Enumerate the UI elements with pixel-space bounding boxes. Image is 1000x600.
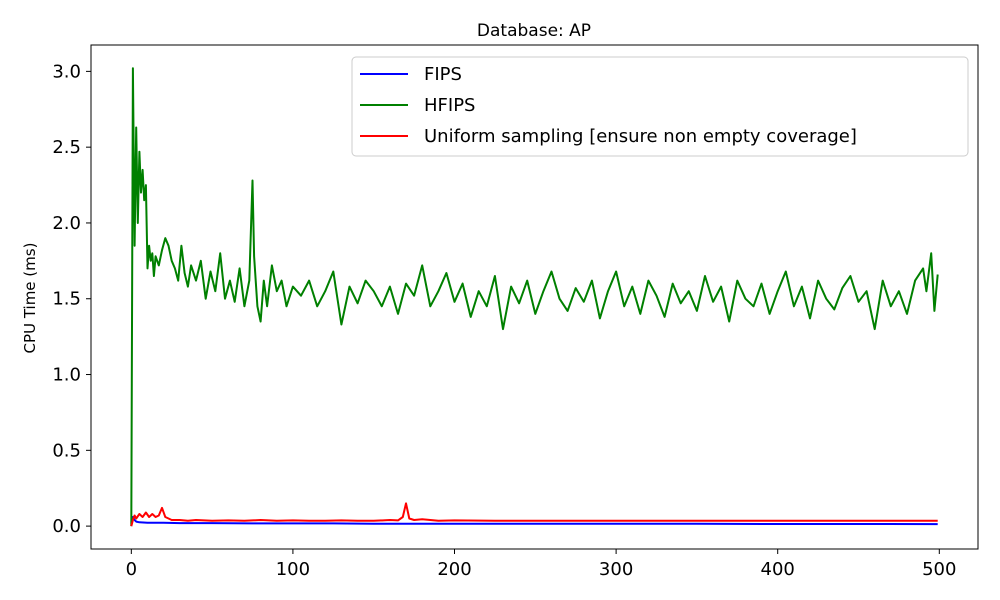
x-tick-label: 200 [437, 559, 471, 580]
y-tick-label: 1.0 [52, 365, 81, 386]
series-line-3 [130, 502, 938, 527]
y-tick-label: 2.5 [52, 137, 81, 158]
x-tick-label: 400 [761, 559, 795, 580]
y-tick-label: 0.0 [52, 516, 81, 537]
x-axis: 0 100 200 300 400 500 [126, 549, 956, 580]
series-line-2 [130, 67, 939, 527]
plot-series-group [130, 67, 939, 527]
y-axis-label: CPU Time (ms) [21, 243, 39, 354]
series-line-1 [130, 516, 938, 527]
x-tick-label: 300 [599, 559, 633, 580]
legend-label-3: Uniform sampling [ensure non empty cover… [424, 126, 857, 147]
y-tick-label: 0.5 [52, 440, 81, 461]
legend: FIPS HFIPS Uniform sampling [ensure non em… [351, 56, 969, 157]
y-axis: 0.0 0.5 1.0 1.5 2.0 2.5 3.0 [52, 61, 91, 537]
x-tick-label: 100 [276, 559, 310, 580]
y-tick-label: 3.0 [52, 61, 81, 82]
x-tick-label: 0 [126, 559, 137, 580]
legend-label-2: HFIPS [424, 95, 475, 116]
y-tick-label: 1.5 [52, 289, 81, 310]
plot-frame [90, 44, 979, 550]
chart-title: Database: AP [477, 21, 591, 41]
legend-label-1: FIPS [424, 64, 462, 85]
legend-box [351, 56, 969, 157]
y-tick-label: 2.0 [52, 213, 81, 234]
x-tick-label: 500 [922, 559, 956, 580]
